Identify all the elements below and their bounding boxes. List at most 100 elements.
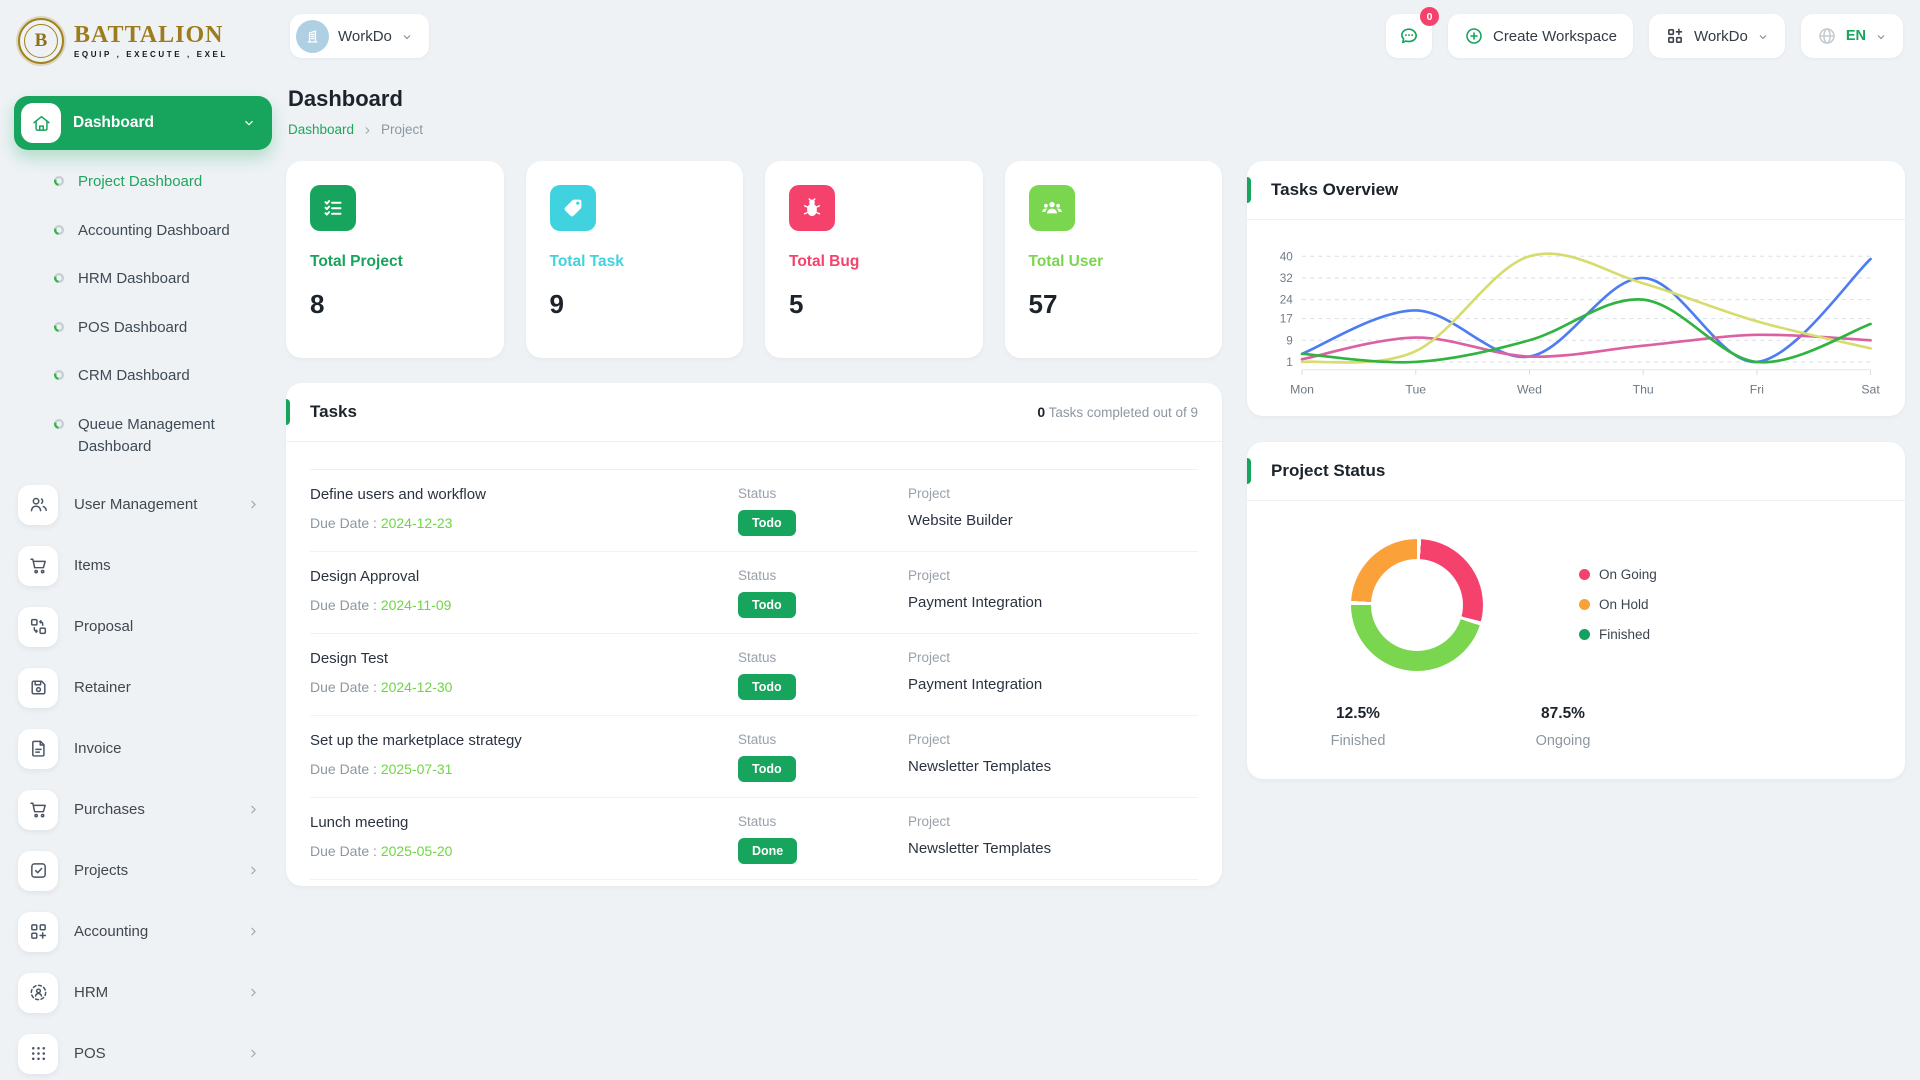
building-icon bbox=[296, 19, 329, 53]
create-workspace-label: Create Workspace bbox=[1492, 27, 1617, 45]
workspace-selector[interactable]: WorkDo bbox=[290, 14, 429, 58]
language-selector[interactable]: EN bbox=[1800, 14, 1903, 58]
sidebar-item-items[interactable]: Items bbox=[14, 538, 272, 594]
sidebar-item-retainer[interactable]: Retainer bbox=[14, 660, 272, 716]
status-badge: Todo bbox=[738, 592, 796, 618]
workspace-menu-label: WorkDo bbox=[1693, 27, 1748, 45]
chevron-right-icon bbox=[247, 925, 260, 938]
page-title: Dashboard bbox=[288, 86, 403, 111]
bug-icon bbox=[789, 185, 835, 231]
project-column-label: Project bbox=[908, 568, 951, 583]
sidebar-item-crm-dashboard[interactable]: CRM Dashboard bbox=[14, 352, 272, 401]
tag-icon bbox=[549, 185, 596, 231]
cart-icon bbox=[18, 545, 58, 586]
messages-badge: 0 bbox=[1419, 7, 1439, 26]
page-head: Dashboard Dashboard Project bbox=[288, 86, 1905, 137]
project-status-body: On Going On Hold Finished bbox=[1247, 501, 1905, 671]
sidebar-item-hrm[interactable]: HRM bbox=[14, 965, 272, 1021]
topbar-actions: 0 Create Workspace WorkDo EN bbox=[1385, 7, 1903, 58]
accounting-icon bbox=[18, 911, 58, 952]
chevron-right-icon bbox=[247, 864, 260, 877]
retainer-icon bbox=[18, 667, 58, 708]
status-column-label: Status bbox=[738, 568, 777, 583]
series-blue bbox=[1300, 257, 1872, 364]
projects-icon bbox=[18, 850, 58, 891]
chevron-down-icon bbox=[1757, 30, 1769, 42]
sidebar-item-label: Project Dashboard bbox=[78, 173, 203, 190]
sidebar-item-pos[interactable]: POS bbox=[14, 1026, 272, 1080]
topbar: WorkDo 0 Create Workspace WorkDo bbox=[286, 0, 1905, 72]
create-workspace-button[interactable]: Create Workspace bbox=[1447, 14, 1633, 58]
hrm-icon bbox=[18, 972, 58, 1013]
chevron-right-icon bbox=[247, 803, 260, 816]
breadcrumb-link-dashboard[interactable]: Dashboard bbox=[288, 122, 355, 137]
users-icon bbox=[18, 484, 58, 525]
sidebar-item-label: POS Dashboard bbox=[78, 318, 188, 336]
messages-button[interactable]: 0 bbox=[1385, 7, 1439, 58]
tasks-overview-title: Tasks Overview bbox=[1271, 180, 1399, 199]
tasks-overview-header: Tasks Overview bbox=[1247, 161, 1905, 220]
sidebar-item-label: Accounting Dashboard bbox=[78, 221, 230, 239]
circle-bullet-icon bbox=[54, 273, 64, 283]
users-group-icon bbox=[1028, 185, 1075, 231]
sidebar-item-pos-dashboard[interactable]: POS Dashboard bbox=[14, 304, 272, 353]
chevron-right-icon bbox=[362, 124, 373, 135]
main-area: WorkDo 0 Create Workspace WorkDo bbox=[286, 0, 1920, 1080]
stat-value: 57 bbox=[1028, 289, 1058, 319]
legend-dot-icon bbox=[1579, 629, 1590, 641]
legend-label: On Going bbox=[1599, 567, 1657, 583]
project-status-card: Project Status On Going On Hold Finished 1… bbox=[1247, 441, 1905, 779]
task-project: Newsletter Templates bbox=[908, 840, 1052, 857]
sidebar-item-label: User Management bbox=[74, 496, 198, 513]
stat-value: 9 bbox=[549, 289, 564, 319]
svg-text:Mon: Mon bbox=[1290, 382, 1314, 396]
chat-bubble-icon bbox=[1398, 25, 1420, 47]
status-column-label: Status bbox=[738, 486, 777, 501]
stat-card-total-bug[interactable]: Total Bug 5 bbox=[765, 161, 983, 358]
sidebar-item-label: HRM Dashboard bbox=[78, 270, 190, 287]
status-badge: Done bbox=[738, 838, 798, 864]
sidebar-item-queue-management-dashboard[interactable]: Queue Management Dashboard bbox=[14, 401, 272, 472]
sidebar-item-accounting-dashboard[interactable]: Accounting Dashboard bbox=[14, 207, 272, 256]
task-row: Design Test Due Date : 2024-12-30 Status To… bbox=[310, 634, 1198, 716]
tasks-overview-chart: 40 32 24 17 9 1 Mon Tue Wed Thu Fri Sat bbox=[1247, 220, 1905, 416]
legend-dot-icon bbox=[1579, 569, 1590, 581]
svg-text:1: 1 bbox=[1286, 356, 1293, 369]
sidebar-item-label: Purchases bbox=[74, 801, 145, 818]
stat-card-total-task[interactable]: Total Task 9 bbox=[525, 161, 743, 358]
status-column-label: Status bbox=[738, 732, 777, 747]
stat-label: Total Bug bbox=[789, 253, 860, 270]
stat-card-total-project[interactable]: Total Project 8 bbox=[286, 161, 504, 358]
task-row: Lunch meeting Due Date : 2025-05-20 Status… bbox=[310, 798, 1198, 880]
project-status-header: Project Status bbox=[1247, 442, 1905, 501]
series-pink bbox=[1300, 333, 1872, 361]
legend-item: On Hold bbox=[1579, 597, 1657, 612]
workspace-menu-button[interactable]: WorkDo bbox=[1648, 14, 1785, 58]
sidebar-item-project-dashboard[interactable]: Project Dashboard bbox=[14, 158, 272, 207]
sidebar-item-invoice[interactable]: Invoice bbox=[14, 721, 272, 777]
task-row: Define users and workflow Due Date : 2024… bbox=[310, 470, 1198, 552]
stat-card-total-user[interactable]: Total User 57 bbox=[1004, 161, 1222, 358]
chevron-down-icon bbox=[1875, 30, 1887, 42]
sidebar-item-proposal[interactable]: Proposal bbox=[14, 599, 272, 655]
sidebar-item-user-management[interactable]: User Management bbox=[14, 477, 272, 533]
brand-name: BATTALION bbox=[74, 22, 224, 48]
sidebar: B BATTALION EQUIP , EXECUTE , EXEL Dashb… bbox=[0, 0, 286, 1080]
svg-text:32: 32 bbox=[1280, 272, 1293, 285]
content-left-column: Total Project 8 Total Task 9 Total Bug 5 Total… bbox=[286, 161, 1222, 886]
sidebar-item-label: HRM bbox=[74, 984, 109, 1001]
pos-icon bbox=[18, 1033, 58, 1074]
sidebar-item-hrm-dashboard[interactable]: HRM Dashboard bbox=[14, 255, 272, 304]
chevron-right-icon bbox=[247, 498, 260, 511]
tasks-summary-text: Tasks completed out of 9 bbox=[1045, 405, 1198, 420]
legend-dot-icon bbox=[1579, 599, 1590, 611]
sidebar-item-dashboard[interactable]: Dashboard bbox=[14, 96, 272, 150]
status-badge: Todo bbox=[738, 756, 796, 782]
sidebar-item-projects[interactable]: Projects bbox=[14, 843, 272, 899]
donut-stat: 87.5% Ongoing bbox=[1508, 705, 1618, 749]
svg-text:Thu: Thu bbox=[1633, 382, 1654, 396]
task-title: Design Test bbox=[310, 650, 389, 667]
project-column-label: Project bbox=[908, 814, 951, 829]
sidebar-item-accounting[interactable]: Accounting bbox=[14, 904, 272, 960]
sidebar-item-purchases[interactable]: Purchases bbox=[14, 782, 272, 838]
